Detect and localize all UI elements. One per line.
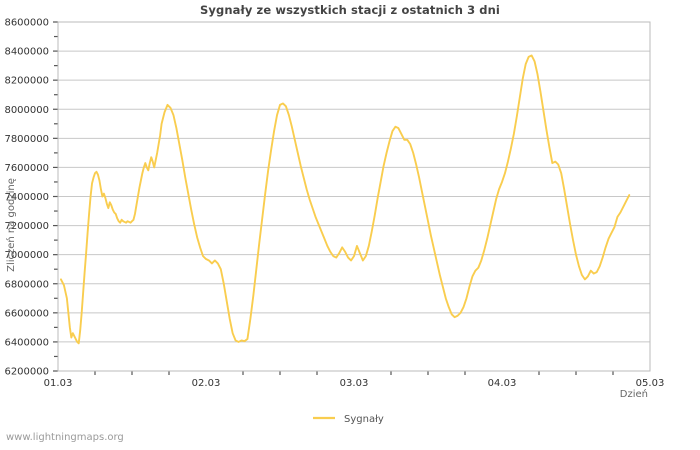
y-axis-tick-label: 6400000 [4,337,49,348]
watermark-text: www.lightningmaps.org [6,432,124,443]
series-line-sygnaly [60,54,631,345]
legend: Sygnały [313,414,384,425]
y-axis-tick-label: 6200000 [4,367,49,378]
y-axis-tick-label: 8200000 [4,76,49,87]
x-axis-tick-label: 01.03 [44,378,73,389]
legend-label-sygnaly: Sygnały [344,414,384,425]
y-axis-tick-label: 6800000 [4,279,49,290]
y-axis-ticks-group: 8600000 8400000 8200000 8000000 7800000 76000… [4,18,58,378]
y-axis-tick-label: 7800000 [4,134,49,145]
plot-frame [57,21,651,372]
y-axis-tick-label: 8600000 [4,18,49,29]
y-axis-tick-label: 8000000 [4,105,49,116]
y-axis-tick-label: 7600000 [4,163,49,174]
y-axis-tick-label: 7000000 [4,250,49,261]
x-axis-tick-label: 05.03 [636,378,665,389]
y-axis-title: Zliczeń na godzinę [5,178,17,272]
chart-title: Sygnały ze wszystkich stacji z ostatnich… [200,3,500,17]
y-axis-tick-label: 8400000 [4,47,49,58]
y-axis-tick-label: 6600000 [4,308,49,319]
x-axis-title: Dzień [620,388,648,400]
x-axis-tick-label: 02.03 [192,378,221,389]
y-axis-tick-label: 7400000 [4,192,49,203]
y-axis-tick-label: 7200000 [4,221,49,232]
x-axis-ticks-group: 01.03 02.03 03.03 04.03 05.03 [44,371,665,389]
x-axis-tick-label: 03.03 [340,378,369,389]
x-axis-tick-label: 04.03 [488,378,517,389]
